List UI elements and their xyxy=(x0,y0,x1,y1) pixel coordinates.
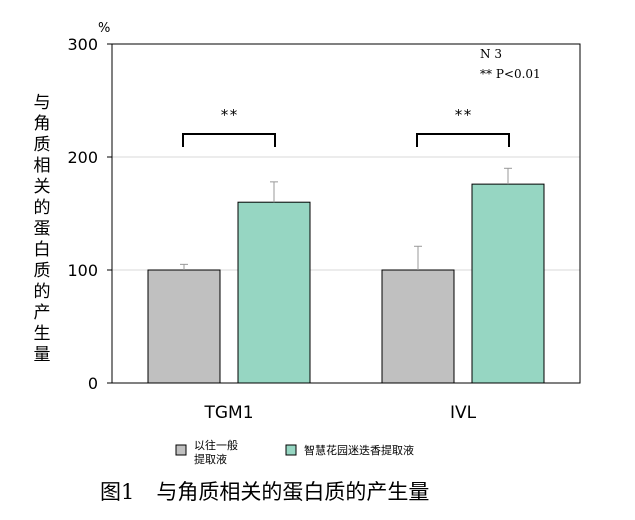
significance-mark: ** xyxy=(454,106,472,124)
annotation-text: ** P<0.01 xyxy=(480,67,541,81)
bars xyxy=(147,167,545,384)
legend-label: 以往一般提取液 xyxy=(194,438,238,466)
significance-bracket xyxy=(416,133,510,147)
bar xyxy=(471,183,545,384)
x-axis-categories: TGM1 IVL xyxy=(203,403,476,423)
y-tick-label: 200 xyxy=(67,148,98,167)
significance-mark: ** xyxy=(220,106,238,124)
figure-title: 与角质相关的蛋白质的产生量 xyxy=(156,480,430,504)
y-axis-label: 与角质相关的蛋白质的产生量 xyxy=(34,93,51,365)
significance-brackets: ** ** xyxy=(182,106,510,147)
annotations: N 3 ** P<0.01 xyxy=(480,47,541,81)
bar xyxy=(237,201,311,384)
figure-number: 图1 xyxy=(100,480,135,504)
legend-swatch xyxy=(285,444,297,456)
figure-caption: 图1 与角质相关的蛋白质的产生量 xyxy=(100,476,520,506)
y-unit-label: % xyxy=(98,21,110,36)
annotation-text: N 3 xyxy=(480,47,502,61)
x-category-label: TGM1 xyxy=(203,403,253,423)
legend-swatch xyxy=(175,444,187,456)
legend-label: 智慧花园迷迭香提取液 xyxy=(304,443,414,457)
y-tick-label: 300 xyxy=(67,35,98,54)
x-category-label: IVL xyxy=(450,403,477,423)
bar xyxy=(147,269,221,384)
y-tick-label: 100 xyxy=(67,261,98,280)
y-axis-ticks: 0 100 200 300 xyxy=(67,35,112,393)
y-tick-label: 0 xyxy=(88,374,98,393)
bar xyxy=(381,269,455,384)
significance-bracket xyxy=(182,133,276,147)
legend: 以往一般提取液 智慧花园迷迭香提取液 xyxy=(175,438,414,466)
plot-area xyxy=(111,43,581,384)
